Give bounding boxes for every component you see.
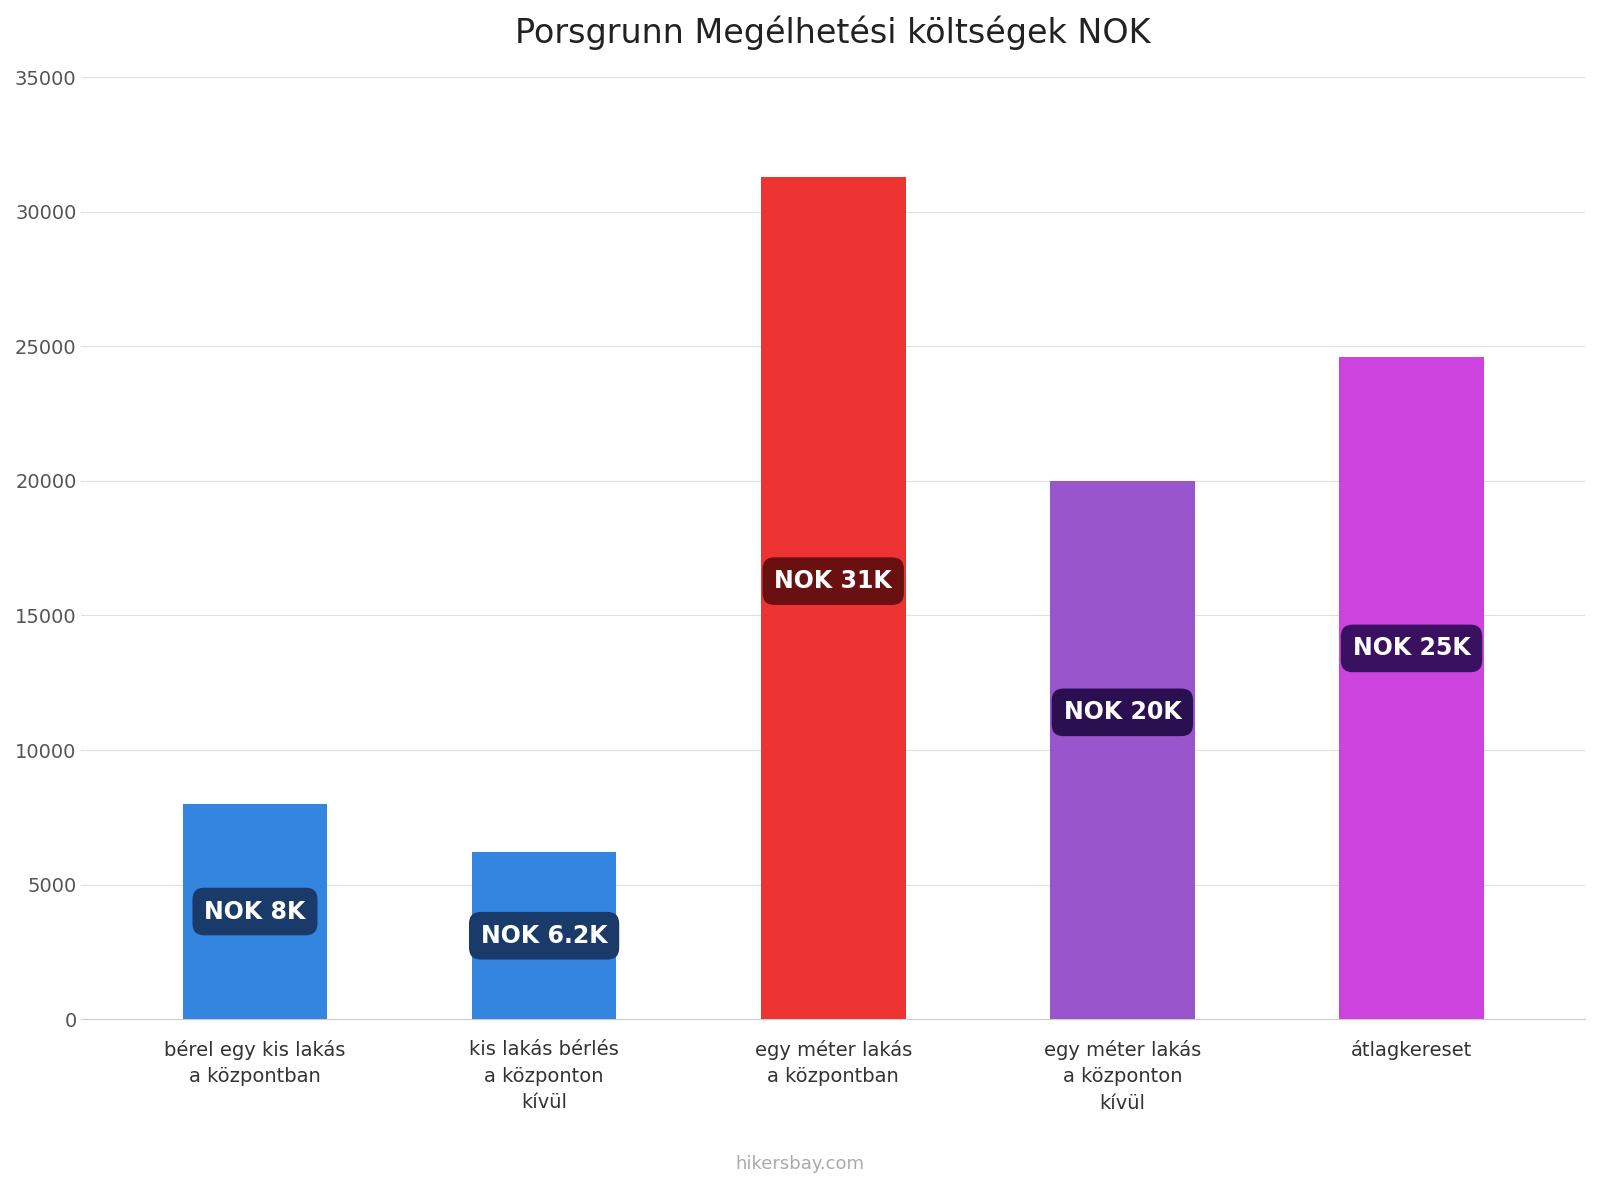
Bar <box>472 852 616 1019</box>
Text: NOK 20K: NOK 20K <box>1064 701 1181 725</box>
Bar <box>182 804 328 1019</box>
Bar <box>1339 358 1483 1019</box>
Text: NOK 31K: NOK 31K <box>774 569 893 593</box>
Title: Porsgrunn Megélhetési költségek NOK: Porsgrunn Megélhetési költségek NOK <box>515 14 1150 49</box>
Text: NOK 25K: NOK 25K <box>1352 636 1470 660</box>
Text: NOK 8K: NOK 8K <box>205 900 306 924</box>
Text: hikersbay.com: hikersbay.com <box>736 1154 864 1174</box>
Text: NOK 6.2K: NOK 6.2K <box>480 924 608 948</box>
Bar <box>762 176 906 1019</box>
Bar <box>1050 481 1195 1019</box>
